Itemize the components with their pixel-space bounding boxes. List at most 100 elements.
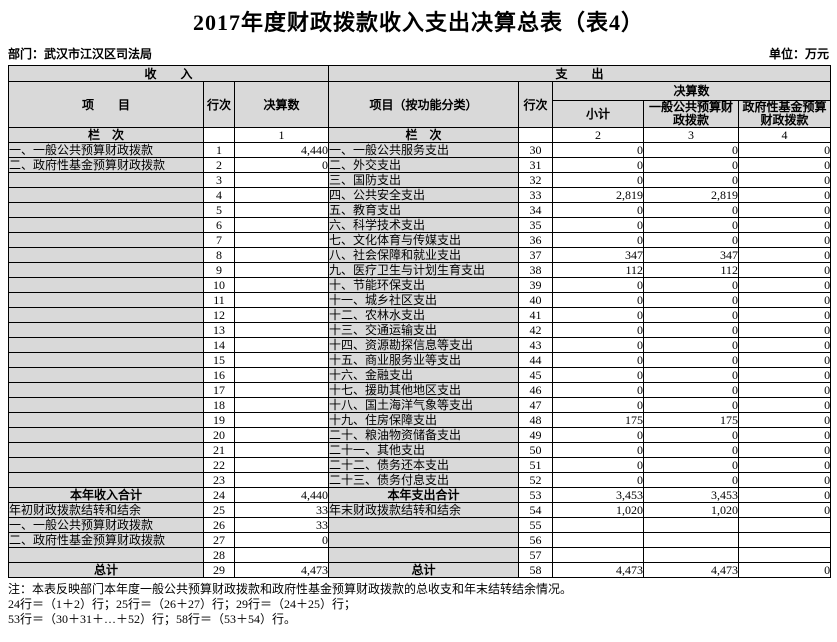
- expense-general-cell: [643, 532, 740, 548]
- expense-item-cell: 十六、金融支出: [328, 367, 520, 383]
- expense-item-cell: 十二、农林水支出: [328, 307, 520, 323]
- income-value-cell: [233, 397, 330, 413]
- income-item-cell: [8, 352, 204, 368]
- expense-general-cell: 347: [643, 247, 740, 263]
- expense-subtotal-cell: 0: [552, 322, 645, 338]
- income-line-header: 行次: [203, 81, 235, 128]
- expense-subtotal-cell: 0: [552, 217, 645, 233]
- income-value-cell: [233, 442, 330, 458]
- expense-item-cell: [328, 517, 520, 533]
- income-item-cell: 一、一般公共预算财政拨款: [8, 142, 204, 158]
- expense-subtotal-cell: 0: [552, 232, 645, 248]
- income-line-cell: 20: [203, 427, 235, 443]
- income-value-cell: [233, 172, 330, 188]
- expense-fund-cell: 0: [738, 412, 832, 428]
- table-row: 二、政府性基金预算财政拨款 27 0 56: [8, 532, 832, 548]
- table-row: 28 57: [8, 547, 832, 563]
- expense-subtotal-cell: 3,453: [552, 487, 645, 503]
- table-row: 一、一般公共预算财政拨款 26 33 55: [8, 517, 832, 533]
- income-item-cell: [8, 202, 204, 218]
- expense-fund-cell: [738, 517, 832, 533]
- table-row: 17 十七、援助其他地区支出 46 0 0 0: [8, 382, 832, 398]
- table-row: 6 六、科学技术支出 35 0 0 0: [8, 217, 832, 233]
- income-line-cell: 4: [203, 187, 235, 203]
- expense-line-cell: 33: [518, 187, 554, 203]
- expense-line-cell: 55: [518, 517, 554, 533]
- blank-cell: [203, 127, 235, 143]
- expense-fund-cell: 0: [738, 157, 832, 173]
- expense-item-cell: 六、科学技术支出: [328, 217, 520, 233]
- expense-line-cell: 49: [518, 427, 554, 443]
- income-item-cell: [8, 262, 204, 278]
- income-item-cell: [8, 457, 204, 473]
- income-value-cell: [233, 202, 330, 218]
- income-line-cell: 8: [203, 247, 235, 263]
- expense-fund-cell: 0: [738, 562, 832, 578]
- expense-fund-cell: 0: [738, 382, 832, 398]
- expense-fund-cell: 0: [738, 502, 832, 518]
- expense-line-cell: 50: [518, 442, 554, 458]
- income-line-cell: 2: [203, 157, 235, 173]
- expense-item-header: 项目（按功能分类）: [328, 81, 520, 128]
- table-row: 本年收入合计 24 4,440 本年支出合计 53 3,453 3,453 0: [8, 487, 832, 503]
- expense-item-cell: 十九、住房保障支出: [328, 412, 520, 428]
- income-item-cell: [8, 472, 204, 488]
- expense-general-cell: 0: [643, 157, 740, 173]
- income-item-cell: [8, 412, 204, 428]
- income-value-cell: [233, 247, 330, 263]
- expense-general-cell: 0: [643, 472, 740, 488]
- income-line-cell: 13: [203, 322, 235, 338]
- table-row: 15 十五、商业服务业等支出 44 0 0 0: [8, 352, 832, 368]
- income-line-cell: 1: [203, 142, 235, 158]
- table-row: 16 十六、金融支出 45 0 0 0: [8, 367, 832, 383]
- blank-cell: [518, 127, 554, 143]
- expense-fund-cell: 0: [738, 262, 832, 278]
- expense-fund-cell: 0: [738, 352, 832, 368]
- income-value-cell: 4,440: [233, 487, 330, 503]
- expense-fund-cell: 0: [738, 142, 832, 158]
- department-label: 部门：武汉市江汉区司法局: [8, 47, 153, 61]
- expense-general-cell: 0: [643, 277, 740, 293]
- expense-general-cell: 4,473: [643, 562, 740, 578]
- income-item-cell: 年初财政拨款结转和结余: [8, 502, 204, 518]
- expense-fund-cell: 0: [738, 277, 832, 293]
- income-section-header: 收 入: [7, 65, 330, 82]
- expense-line-cell: 42: [518, 322, 554, 338]
- column-number-1: 1: [233, 127, 330, 143]
- expense-line-cell: 56: [518, 532, 554, 548]
- expense-item-cell: 五、教育支出: [328, 202, 520, 218]
- table-row: 14 十四、资源勘探信息等支出 43 0 0 0: [8, 337, 832, 353]
- expense-line-cell: 51: [518, 457, 554, 473]
- expense-general-cell: 0: [643, 367, 740, 383]
- general-budget-header: 一般公共预算财政拨款: [643, 100, 740, 128]
- column-header-row-1: 项 目 行次 决算数 项目（按功能分类） 行次 决算数: [8, 81, 832, 128]
- expense-line-cell: 37: [518, 247, 554, 263]
- expense-subtotal-cell: 0: [552, 292, 645, 308]
- expense-line-cell: 53: [518, 487, 554, 503]
- expense-subtotal-cell: 0: [552, 367, 645, 383]
- income-value-cell: [233, 352, 330, 368]
- income-item-cell: [8, 247, 204, 263]
- income-line-cell: 11: [203, 292, 235, 308]
- table-row: 8 八、社会保障和就业支出 37 347 347 0: [8, 247, 832, 263]
- income-value-cell: [233, 322, 330, 338]
- table-row: 4 四、公共安全支出 33 2,819 2,819 0: [8, 187, 832, 203]
- income-item-cell: [8, 292, 204, 308]
- table-row: 总计 29 4,473 总计 58 4,473 4,473 0: [8, 562, 832, 578]
- expense-subtotal-cell: 0: [552, 277, 645, 293]
- page-title: 2017年度财政拨款收入支出决算总表（表4）: [192, 10, 644, 35]
- expense-subtotal-cell: 0: [552, 457, 645, 473]
- expense-item-cell: 十一、城乡社区支出: [328, 292, 520, 308]
- income-item-cell: 本年收入合计: [8, 487, 204, 503]
- gov-fund-header: 政府性基金预算财政拨款: [738, 100, 832, 128]
- income-item-cell: [8, 382, 204, 398]
- subtotal-header: 小计: [552, 100, 645, 128]
- note-line-1: 注：本表反映部门本年度一般公共预算财政拨款和政府性基金预算财政拨款的总收支和年末…: [8, 582, 573, 596]
- table-row: 19 十九、住房保障支出 48 175 175 0: [8, 412, 832, 428]
- expense-item-cell: 二十一、其他支出: [328, 442, 520, 458]
- expense-item-cell: 十七、援助其他地区支出: [328, 382, 520, 398]
- income-value-cell: [233, 217, 330, 233]
- income-value-cell: 33: [233, 502, 330, 518]
- table-row: 23 二十三、债务付息支出 52 0 0 0: [8, 472, 832, 488]
